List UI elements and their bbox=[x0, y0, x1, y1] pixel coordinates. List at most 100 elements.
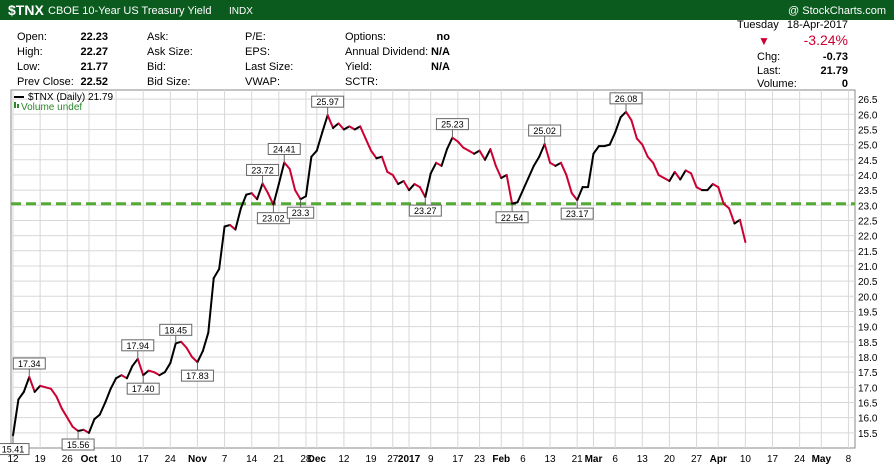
price-segment bbox=[125, 365, 134, 380]
x-tick-label: Oct bbox=[81, 454, 98, 465]
price-segment bbox=[451, 136, 459, 143]
value-label: 15.41 bbox=[2, 445, 25, 455]
price-segment bbox=[229, 224, 237, 231]
price-segment bbox=[82, 428, 90, 434]
price-segment bbox=[630, 119, 638, 140]
price-segment bbox=[342, 125, 351, 131]
price-segment bbox=[310, 149, 318, 158]
label-box bbox=[495, 211, 529, 224]
price-segment bbox=[17, 390, 25, 401]
value-label: 22.54 bbox=[501, 213, 524, 223]
down-arrow-icon: ▼ bbox=[758, 34, 770, 48]
price-segment bbox=[321, 114, 329, 134]
price-segment bbox=[142, 369, 150, 377]
price-segment bbox=[440, 148, 448, 167]
price-segment bbox=[348, 125, 356, 131]
x-tick-label: 10 bbox=[111, 454, 123, 465]
price-segment bbox=[93, 413, 101, 421]
y-tick-label: 25.5 bbox=[858, 125, 878, 136]
price-segment bbox=[359, 125, 367, 140]
x-tick-label: 17 bbox=[452, 454, 464, 465]
y-tick-label: 16.5 bbox=[858, 398, 878, 409]
price-segment bbox=[559, 161, 568, 176]
price-segment bbox=[380, 155, 389, 173]
label-box bbox=[61, 438, 95, 451]
value-label: 17.40 bbox=[132, 384, 155, 394]
price-segment bbox=[49, 387, 58, 398]
y-tick-label: 19.5 bbox=[858, 307, 878, 318]
price-segment bbox=[516, 189, 524, 204]
x-tick-label: 12 bbox=[7, 454, 19, 465]
price-segment bbox=[256, 182, 264, 201]
value-label: 26.08 bbox=[615, 94, 638, 104]
x-tick-label: 13 bbox=[545, 454, 557, 465]
y-tick-label: 22.0 bbox=[858, 232, 878, 243]
x-tick-label: 2017 bbox=[398, 454, 421, 465]
price-segment bbox=[272, 183, 280, 206]
price-segment bbox=[234, 207, 242, 231]
price-segment bbox=[576, 186, 584, 202]
x-tick-label: 13 bbox=[637, 454, 649, 465]
price-segment bbox=[386, 170, 394, 176]
open-label: Open: bbox=[17, 31, 47, 43]
price-segment bbox=[185, 346, 194, 358]
price-segment bbox=[619, 110, 628, 119]
price-segment bbox=[33, 384, 42, 393]
y-tick-label: 25.0 bbox=[858, 141, 878, 152]
label-box bbox=[0, 443, 30, 456]
price-segment bbox=[158, 371, 166, 377]
price-segment bbox=[521, 176, 530, 192]
price-segment bbox=[695, 186, 703, 192]
price-segment bbox=[207, 277, 215, 334]
price-segment bbox=[87, 418, 96, 434]
price-segment bbox=[196, 349, 204, 364]
x-tick-label: Nov bbox=[188, 454, 207, 465]
x-tick-label: 10 bbox=[740, 454, 752, 465]
x-tick-label: May bbox=[812, 454, 832, 465]
price-segment bbox=[337, 122, 345, 131]
y-tick-label: 17.5 bbox=[858, 368, 878, 379]
y-axis: 15.5 16.0 16.5 17.0 17.5 18.0 18.5 19.0 19.5 20.0… bbox=[858, 95, 878, 440]
volume-icon bbox=[14, 102, 16, 108]
price-segment bbox=[494, 164, 503, 179]
price-segment bbox=[266, 192, 275, 206]
value-label: 25.02 bbox=[533, 126, 556, 136]
price-segment bbox=[98, 401, 107, 416]
price-segment bbox=[717, 186, 725, 205]
label-box bbox=[609, 92, 643, 105]
price-segment bbox=[250, 192, 259, 201]
label-box bbox=[159, 323, 193, 336]
price-segment bbox=[608, 131, 617, 146]
price-segment bbox=[706, 183, 714, 192]
x-tick-label: 12 bbox=[338, 454, 350, 465]
x-tick-label: 26 bbox=[62, 454, 74, 465]
price-segment bbox=[413, 183, 421, 189]
options-label: Options: bbox=[345, 31, 386, 43]
price-segment bbox=[12, 398, 20, 437]
price-segment bbox=[565, 173, 573, 195]
legend-line-text: $TNX (Daily) 21.79 bbox=[28, 92, 113, 103]
y-tick-label: 22.5 bbox=[858, 216, 878, 227]
price-segment bbox=[711, 183, 720, 189]
price-segment bbox=[733, 218, 741, 225]
price-segment bbox=[304, 155, 313, 198]
price-segment bbox=[538, 143, 546, 158]
value-label: 17.94 bbox=[127, 341, 150, 351]
price-segment bbox=[283, 161, 291, 170]
price-segment bbox=[131, 357, 139, 368]
price-segment bbox=[673, 170, 682, 181]
price-segment bbox=[212, 268, 221, 280]
price-segment bbox=[738, 218, 747, 243]
price-segment bbox=[587, 152, 595, 189]
price-segment bbox=[218, 225, 226, 270]
price-segment bbox=[288, 167, 297, 192]
x-tick-label: 9 bbox=[428, 454, 434, 465]
price-segment bbox=[554, 161, 562, 167]
x-tick-label: 21 bbox=[273, 454, 285, 465]
price-segment bbox=[364, 137, 373, 152]
x-tick-label: 28 bbox=[300, 454, 312, 465]
price-segment bbox=[191, 355, 199, 364]
price-segment bbox=[646, 155, 655, 164]
change-percent: -3.24% bbox=[804, 32, 848, 48]
